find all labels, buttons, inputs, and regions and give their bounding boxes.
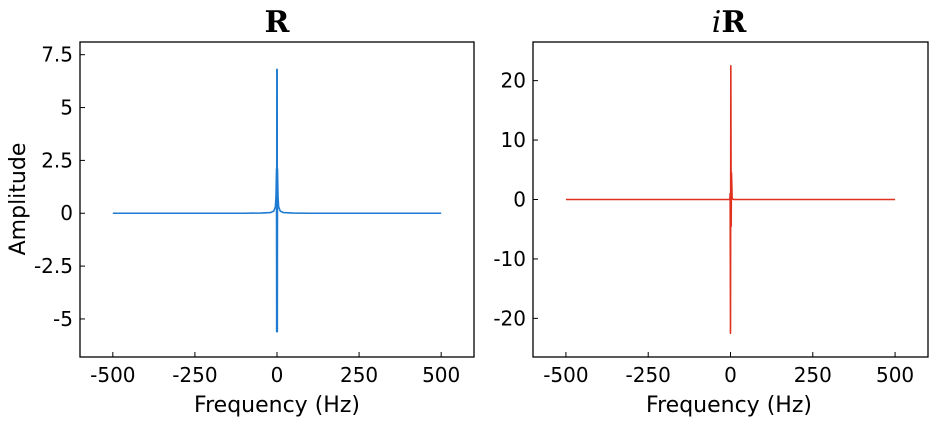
left-series-line	[112, 68, 442, 333]
right-x-axis-label: Frequency (Hz)	[646, 393, 812, 418]
right-x-tick-label: 250	[794, 363, 832, 387]
left-y-tick-label: -2.5	[34, 254, 73, 278]
left-x-tick-label: -500	[90, 363, 135, 387]
right-y-tick-label: 20	[501, 69, 526, 93]
right-series-line	[565, 64, 896, 335]
left-y-axis-label: Amplitude	[6, 143, 31, 256]
left-y-ticks: -5 -2.5 0 2.5 5 7.5	[34, 43, 85, 331]
left-y-tick-label: 0	[60, 201, 73, 225]
right-y-tick-label: -10	[493, 247, 526, 271]
left-y-tick-label: 2.5	[41, 148, 73, 172]
right-y-tick-label: 0	[513, 188, 526, 212]
left-series	[112, 68, 442, 333]
right-series	[565, 64, 896, 335]
right-y-ticks: -20 -10 0 10 20	[493, 69, 538, 330]
left-x-tick-label: 250	[340, 363, 378, 387]
left-y-tick-label: 7.5	[41, 43, 73, 67]
right-y-tick-label: 10	[501, 128, 526, 152]
right-x-tick-label: -250	[626, 363, 671, 387]
left-x-tick-label: 500	[422, 363, 460, 387]
right-x-tick-label: 0	[724, 363, 737, 387]
right-x-tick-label: -500	[543, 363, 588, 387]
right-x-ticks: -500 -250 0 250 500	[543, 352, 914, 387]
right-title-italic-prefix: i	[712, 5, 722, 40]
left-x-tick-label: 0	[271, 363, 284, 387]
right-panel-title: iR	[712, 5, 748, 40]
left-x-axis-label: Frequency (Hz)	[194, 393, 360, 418]
right-title-bold-part: R	[721, 5, 747, 40]
right-panel: iR -500 -250 0 250 500 -20 -10 0 10 20 Frequency…	[493, 5, 929, 418]
left-x-tick-label: -250	[172, 363, 217, 387]
left-y-tick-label: 5	[60, 96, 73, 120]
left-y-tick-label: -5	[53, 307, 73, 331]
left-x-ticks: -500 -250 0 250 500	[90, 352, 460, 387]
right-y-tick-label: -20	[493, 306, 526, 330]
right-x-tick-label: 500	[876, 363, 914, 387]
left-panel: R -500 -250 0 250 500 -5 -2.5 0 2.5 5 7.5 Frequen…	[6, 5, 475, 418]
left-panel-title: R	[265, 5, 291, 40]
